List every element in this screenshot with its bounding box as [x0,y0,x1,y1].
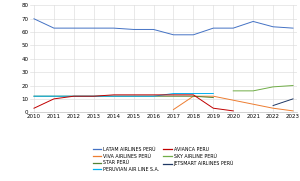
Legend: LATAM AIRLINES PERÚ, VIVA AIRLINES PERÚ, STAR PERÚ, PERUVIAN AIR LINE S.A., AVIA: LATAM AIRLINES PERÚ, VIVA AIRLINES PERÚ,… [92,147,235,172]
